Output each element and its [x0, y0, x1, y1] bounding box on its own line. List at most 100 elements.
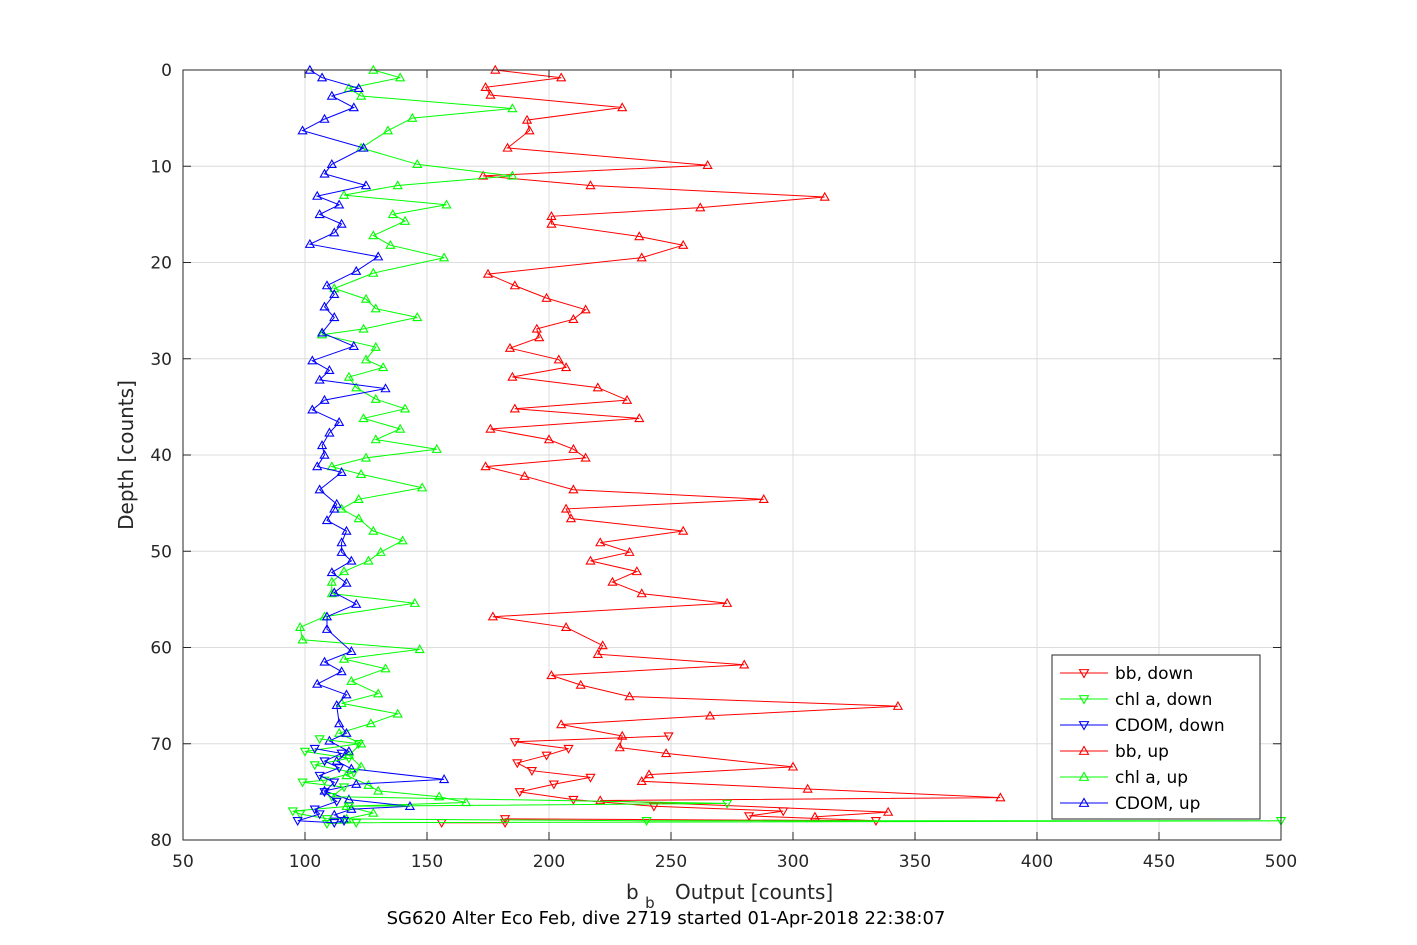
data-point: [341, 689, 352, 699]
y-tick-label: 40: [150, 446, 172, 466]
data-point: [504, 342, 516, 352]
data-point: [321, 819, 333, 829]
data-point: [348, 768, 359, 778]
data-point: [509, 738, 520, 748]
data-point: [392, 708, 403, 718]
x-tick-label: 400: [1021, 852, 1053, 872]
data-point: [739, 659, 750, 669]
data-point: [341, 801, 352, 811]
data-point: [346, 646, 357, 656]
series-cdom-down: [292, 744, 350, 828]
data-point: [331, 498, 342, 508]
data-point: [663, 732, 674, 742]
data-point: [363, 779, 374, 789]
data-point: [614, 742, 625, 752]
x-tick-label: 500: [1265, 852, 1297, 872]
data-point: [368, 267, 379, 277]
data-point: [546, 670, 557, 680]
data-point: [509, 403, 520, 413]
legend-item-bb-up: bb, up: [1060, 742, 1169, 762]
data-point: [312, 190, 323, 200]
y-tick-label: 10: [150, 157, 172, 177]
data-point: [621, 394, 633, 404]
y-tick-label: 50: [150, 542, 172, 562]
data-point: [334, 764, 345, 774]
x-axis-label: b b Output [counts]: [626, 880, 833, 913]
data-point: [487, 611, 499, 621]
data-point: [560, 362, 572, 372]
legend-item-chl-a-up: chl a, up: [1060, 768, 1188, 788]
data-point: [407, 112, 418, 122]
data-point: [329, 818, 340, 828]
data-point: [512, 759, 523, 769]
data-point: [892, 700, 904, 710]
chart-caption: SG620 Alter Eco Feb, dive 2719 started 0…: [387, 908, 946, 929]
legend-swatch-marker: [1078, 695, 1090, 705]
data-point: [414, 644, 425, 654]
data-point: [343, 754, 355, 764]
data-point: [482, 268, 494, 278]
x-tick-label: 250: [655, 852, 687, 872]
data-point: [321, 280, 333, 290]
grid-lines: [183, 70, 1281, 840]
data-point: [758, 493, 769, 503]
data-point: [304, 238, 316, 248]
data-point: [346, 555, 357, 565]
series-chl-a-up: [294, 64, 518, 823]
data-point: [353, 82, 364, 92]
x-tick-label: 200: [533, 852, 565, 872]
data-point: [358, 142, 369, 152]
x-axis-label-subscript: b: [645, 894, 655, 912]
data-point: [392, 180, 403, 190]
data-point: [541, 751, 552, 761]
data-point: [678, 525, 689, 535]
data-point: [336, 546, 347, 556]
data-point: [326, 588, 337, 598]
data-point: [353, 493, 364, 503]
data-point: [351, 778, 362, 788]
data-point: [595, 795, 606, 805]
data-point: [326, 567, 337, 577]
data-point: [338, 189, 350, 199]
x-tick-label: 450: [1143, 852, 1175, 872]
data-point: [355, 738, 367, 748]
data-point: [355, 90, 367, 100]
y-tick-label: 20: [150, 254, 172, 274]
legend-item-bb-down: bb, down: [1060, 664, 1193, 684]
data-point: [314, 484, 325, 494]
data-point: [563, 744, 574, 754]
data-point: [375, 546, 386, 556]
data-point: [297, 634, 308, 644]
data-point: [319, 776, 330, 786]
data-point: [438, 774, 450, 784]
series-cdom-up: [297, 64, 450, 824]
y-tick-label: 0: [161, 61, 172, 81]
data-point: [316, 327, 328, 337]
legend-swatch-marker: [1078, 745, 1090, 755]
data-point: [360, 180, 372, 190]
data-point: [721, 799, 733, 809]
data-point: [631, 566, 642, 576]
data-point: [636, 588, 647, 598]
y-axis-ticks: 0 10 20 30 40 50 60 70 80: [150, 61, 1281, 851]
data-point: [543, 434, 555, 444]
data-point: [338, 566, 350, 576]
data-point: [787, 761, 799, 771]
data-point: [556, 72, 567, 82]
data-point: [309, 744, 320, 754]
data-point: [382, 125, 394, 135]
data-point: [521, 114, 533, 124]
data-point: [324, 427, 335, 437]
data-point: [365, 718, 377, 728]
data-point: [624, 546, 635, 556]
data-point: [321, 815, 333, 825]
data-point: [370, 393, 381, 403]
data-point: [507, 371, 518, 381]
data-point: [287, 807, 298, 817]
legend-swatch-marker: [1078, 797, 1090, 807]
data-point: [568, 795, 579, 805]
series-bb-up: [477, 64, 1006, 821]
data-point: [334, 199, 345, 209]
data-point: [319, 113, 330, 123]
data-point: [341, 577, 352, 587]
